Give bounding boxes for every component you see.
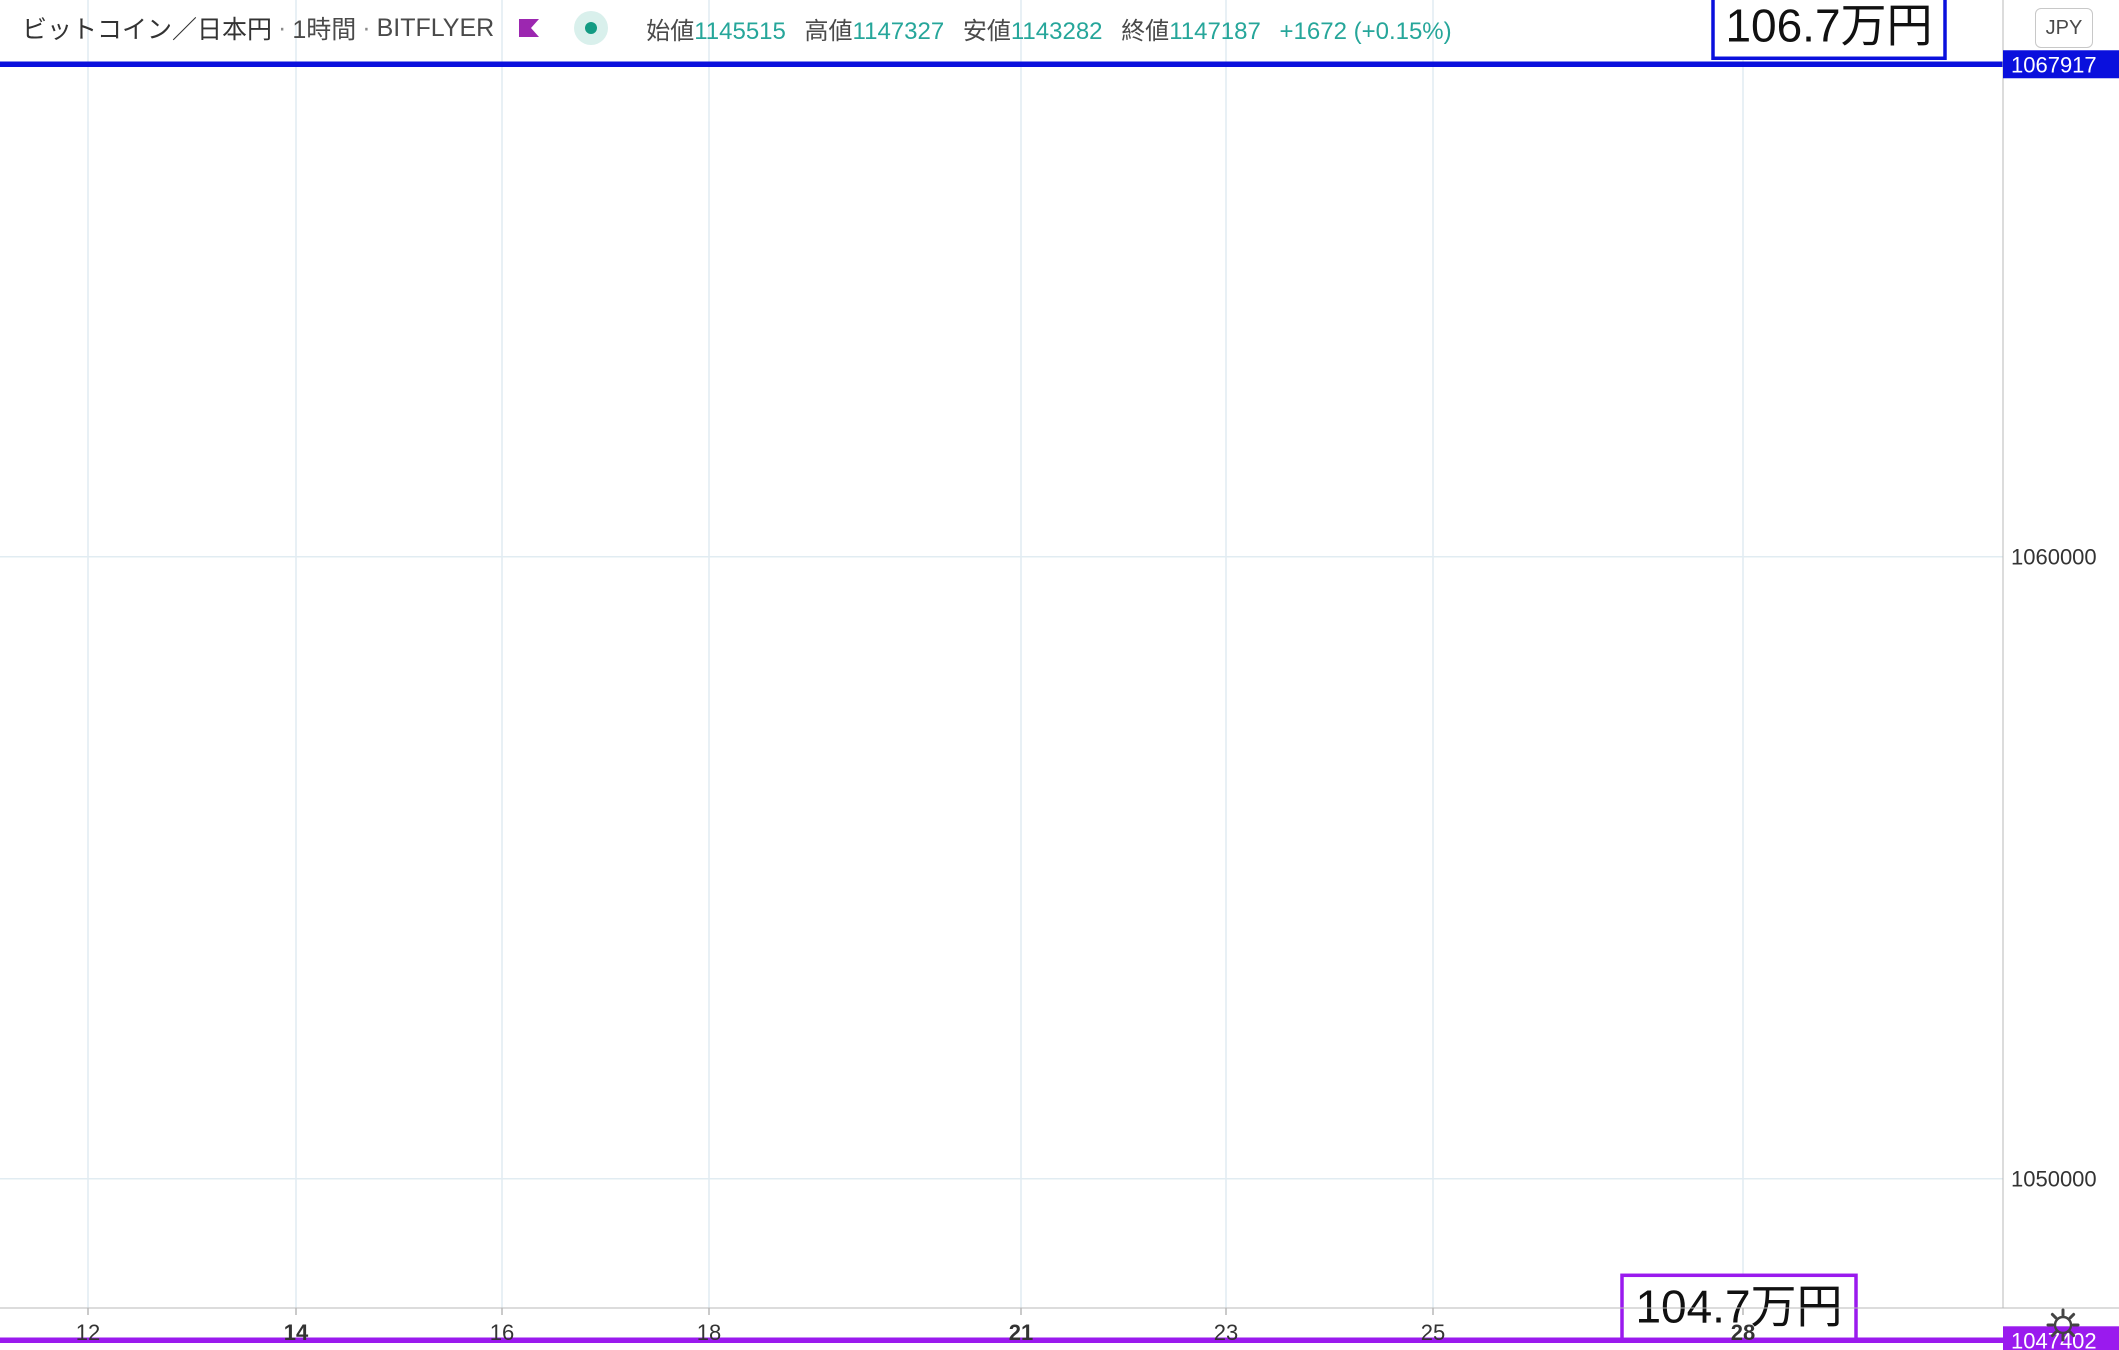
level-price-tag bbox=[2003, 50, 2119, 79]
grid bbox=[0, 0, 2003, 1308]
price-tick-label: 1060000 bbox=[2011, 545, 2097, 570]
symbol-name[interactable]: ビットコイン／日本円 bbox=[22, 16, 273, 44]
live-dot-icon bbox=[574, 11, 609, 45]
change-value: +1672 (+0.15%) bbox=[1279, 17, 1452, 45]
level-price-tag bbox=[2003, 1326, 2119, 1350]
separator-dot: · bbox=[278, 13, 287, 42]
level-price-label: 1067917 bbox=[2011, 52, 2097, 77]
time-tick-label: 23 bbox=[1214, 1320, 1238, 1345]
level-annotation-box[interactable] bbox=[1620, 1273, 1858, 1342]
close-label: 終値 bbox=[1121, 17, 1170, 45]
price-axis[interactable]: 1050000106000010700001080000109000011000… bbox=[2011, 0, 2097, 1192]
time-tick-label: 28 bbox=[1731, 1320, 1755, 1345]
price-tags: 114718734:161187762116430311050471067917… bbox=[2003, 50, 2119, 1350]
gear-icon[interactable] bbox=[2046, 1308, 2080, 1342]
time-tick-label: 21 bbox=[1009, 1320, 1033, 1345]
chart-header: ビットコイン／日本円 · 1時間 · BITFLYER 始値1145515 高値… bbox=[22, 10, 1452, 46]
time-tick-label: 16 bbox=[490, 1320, 514, 1345]
level-annotation-label: 104.7万円 bbox=[1635, 1280, 1842, 1332]
time-tick-label: 18 bbox=[697, 1320, 721, 1345]
flag-icon[interactable] bbox=[518, 18, 540, 38]
time-tick-label: 14 bbox=[284, 1320, 309, 1345]
level-annotation-label: 106.7万円 bbox=[1725, 0, 1932, 51]
ohlc-values: 始値1145515 高値1147327 安値1143282 終値1147187 … bbox=[634, 11, 1451, 46]
high-value: 1147327 bbox=[852, 17, 945, 45]
exchange-label: BITFLYER bbox=[376, 13, 495, 42]
separator-dot: · bbox=[362, 13, 371, 42]
time-tick-label: 12 bbox=[76, 1320, 100, 1345]
price-tick-label: 1050000 bbox=[2011, 1167, 2097, 1192]
open-label: 始値 bbox=[646, 17, 695, 45]
time-tick-label: 25 bbox=[1421, 1320, 1445, 1345]
level-annotation-box[interactable] bbox=[1711, 0, 1947, 61]
open-value: 1145515 bbox=[694, 17, 786, 45]
low-label: 安値 bbox=[962, 17, 1011, 45]
time-axis[interactable]: 12 14 16 18 21 23 25 28 bbox=[76, 1308, 1755, 1345]
interval-label[interactable]: 1時間 bbox=[292, 16, 357, 44]
level-price-label: 1047402 bbox=[2011, 1328, 2097, 1350]
close-value: 1147187 bbox=[1169, 17, 1261, 45]
high-label: 高値 bbox=[804, 17, 853, 45]
currency-button[interactable]: JPY bbox=[2035, 8, 2093, 48]
low-value: 1143282 bbox=[1010, 17, 1103, 45]
